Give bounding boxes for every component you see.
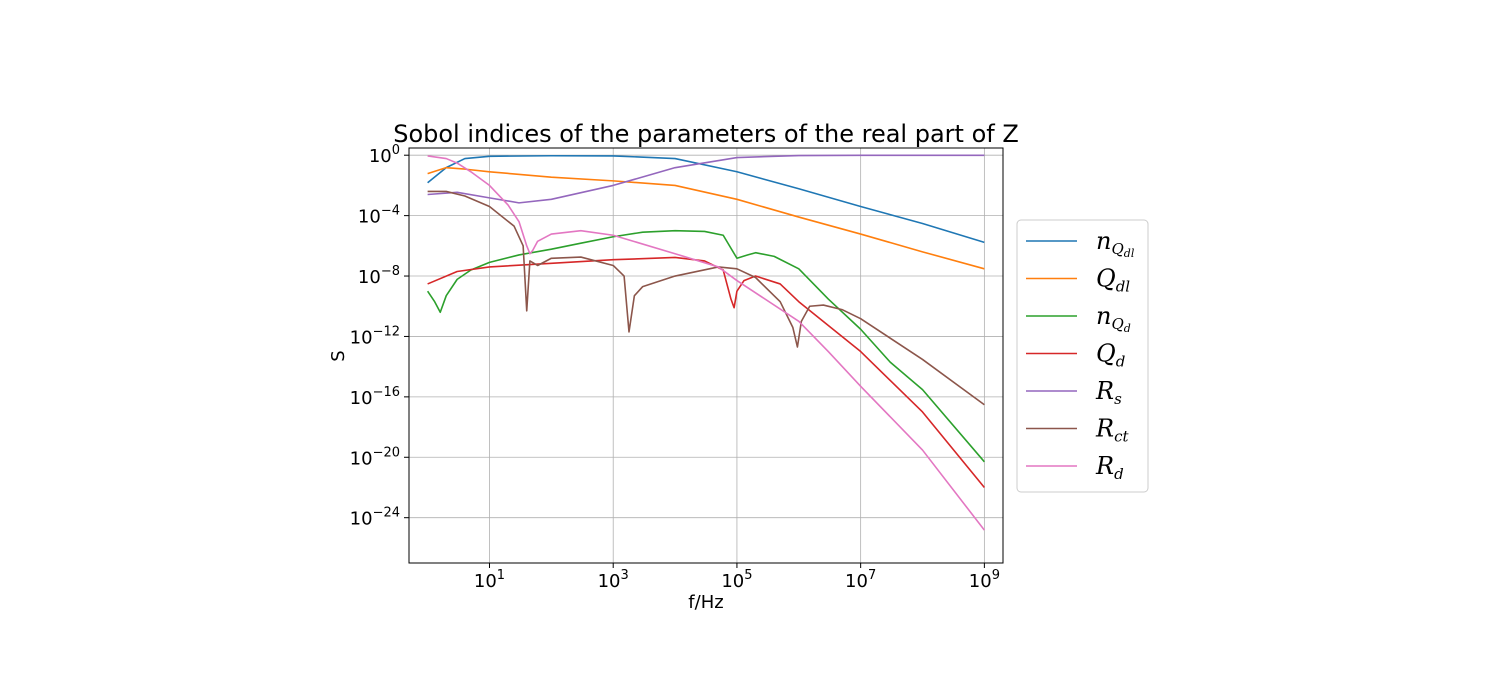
legend-label: Rct: [1095, 415, 1129, 446]
grid: [409, 148, 1003, 563]
y-tick-label: 10−4: [358, 204, 400, 228]
series-line-3: [427, 256, 985, 488]
plot-frame: [408, 147, 1004, 564]
legend-label: Qd: [1096, 340, 1125, 371]
x-tick-label: 101: [474, 568, 505, 592]
x-tick-label: 103: [598, 568, 629, 592]
y-tick-label: 100: [369, 143, 400, 167]
series-line-0: [427, 154, 985, 244]
x-tick-label: 107: [845, 568, 876, 592]
x-axis-ticks: 101 103 105 107 109: [474, 563, 1000, 592]
y-tick-label: 10−12: [350, 324, 400, 348]
y-tick-label: 10−24: [350, 506, 400, 530]
chart-title: Sobol indices of the parameters of the r…: [393, 120, 1019, 148]
y-tick-label: 10−20: [350, 445, 400, 469]
series-line-1: [427, 166, 985, 270]
legend-label: nQdl: [1096, 227, 1135, 260]
x-tick-label: 105: [721, 568, 752, 592]
y-axis-ticks: 100 10−4 10−8 10−12 10−16 10−20 10−24: [350, 143, 409, 530]
x-tick-label: 109: [969, 568, 1000, 592]
x-axis-label: f/Hz: [688, 592, 723, 613]
series-line-6: [427, 155, 986, 531]
legend-label: Qdl: [1096, 265, 1130, 296]
legend-label: Rd: [1095, 452, 1124, 483]
series-line-5: [427, 190, 985, 406]
legend-frame: [1016, 219, 1149, 493]
series-line-4: [427, 154, 985, 204]
y-tick-label: 10−16: [350, 385, 400, 409]
legend-label: nQd: [1096, 302, 1131, 335]
series-layer: [426, 154, 986, 531]
legend-label: Rs: [1095, 377, 1122, 408]
series-line-2: [426, 229, 985, 463]
y-tick-label: 10−8: [358, 264, 400, 288]
legend: nQdl Qdl nQd Qd Rs Rct Rd: [1016, 219, 1149, 493]
y-axis-label: S: [328, 350, 349, 361]
